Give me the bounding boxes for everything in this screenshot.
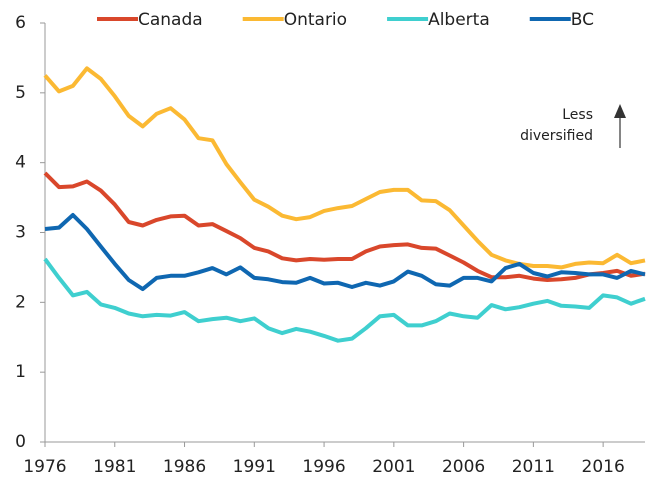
series-line [43, 257, 646, 343]
legend-label: Ontario [284, 10, 347, 30]
legend-label: Canada [138, 10, 203, 30]
annotation-arrowhead [614, 104, 626, 118]
y-tick-label: 5 [15, 83, 26, 103]
legend-label: Alberta [428, 10, 490, 30]
x-tick-label: 1991 [233, 457, 276, 477]
annotation: diversified [520, 128, 593, 144]
series-line [43, 66, 646, 270]
x-tick-label: 1981 [93, 457, 136, 477]
y-tick-label: 4 [15, 153, 26, 173]
series-line [44, 213, 646, 292]
x-tick-label: 2011 [512, 457, 555, 477]
y-tick-label: 2 [15, 292, 26, 312]
x-tick-label: 2001 [372, 457, 415, 477]
x-tick-label: 2016 [582, 457, 625, 477]
x-tick-label: 2006 [442, 457, 485, 477]
x-tick-label: 1996 [302, 457, 345, 477]
x-tick-label: 1986 [163, 457, 206, 477]
annotation: Less [562, 107, 593, 123]
y-tick-label: 3 [15, 223, 26, 243]
y-tick-label: 1 [15, 362, 26, 382]
legend-label: BC [571, 10, 594, 30]
y-tick-label: 6 [15, 13, 26, 33]
y-tick-label: 0 [15, 432, 26, 452]
series-line [43, 171, 646, 282]
x-tick-label: 1976 [23, 457, 66, 477]
